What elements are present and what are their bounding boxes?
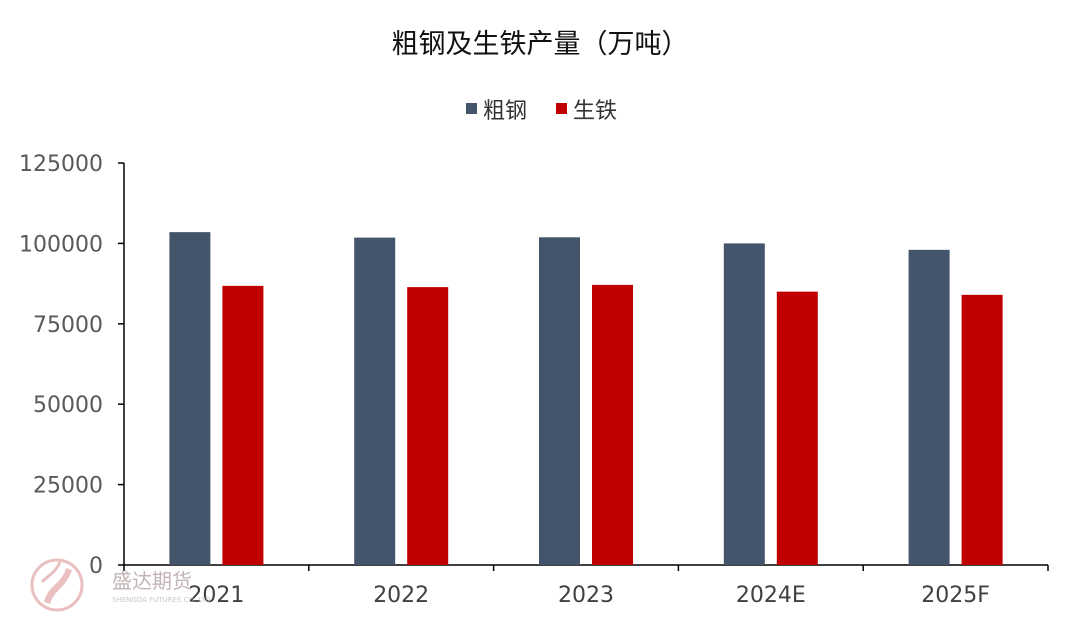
bar-2021-生铁 — [222, 285, 264, 565]
x-tick-label: 2021 — [188, 583, 244, 608]
x-axis-labels: 2021 2022 2023 2024E 2025F — [188, 583, 990, 608]
legend-label-1: 生铁 — [573, 99, 617, 124]
legend-label-0: 粗钢 — [483, 99, 527, 124]
y-tick-label: 75000 — [33, 313, 103, 338]
y-axis-ticks: 0 25000 50000 75000 100000 125000 — [19, 152, 124, 579]
bars — [169, 232, 1003, 566]
bar-2022-粗钢 — [354, 237, 396, 565]
watermark: 盛达期货 SHENGDA FUTURES CO.,LTD. — [30, 558, 213, 612]
legend-swatch-0 — [466, 103, 477, 114]
bar-2023-生铁 — [592, 284, 633, 565]
watermark-subtext: SHENGDA FUTURES CO.,LTD. — [112, 596, 213, 604]
x-tick-label: 2022 — [373, 583, 429, 608]
bar-2021-粗钢 — [169, 232, 211, 566]
bar-2024E-生铁 — [776, 291, 818, 565]
bar-2022-生铁 — [407, 287, 449, 565]
y-tick-label: 50000 — [33, 393, 103, 418]
x-axis-ticks — [123, 565, 1049, 571]
x-tick-label: 2025F — [921, 583, 990, 608]
bar-2025F-粗钢 — [908, 249, 950, 565]
x-tick-label: 2023 — [558, 583, 614, 608]
watermark-logo-icon — [30, 558, 84, 612]
x-tick-label: 2024E — [736, 583, 806, 608]
bar-2023-粗钢 — [539, 237, 580, 565]
y-tick-label: 100000 — [19, 232, 103, 257]
chart-title: 粗钢及生铁产量（万吨） — [392, 29, 689, 60]
legend: 粗钢 生铁 — [466, 99, 617, 124]
y-tick-label: 125000 — [19, 152, 103, 177]
y-tick-label: 0 — [89, 554, 103, 579]
legend-swatch-1 — [556, 103, 567, 114]
bar-2025F-生铁 — [961, 294, 1003, 565]
y-tick-label: 25000 — [33, 474, 103, 499]
watermark-text: 盛达期货 — [112, 569, 192, 593]
bar-2024E-粗钢 — [723, 243, 765, 565]
